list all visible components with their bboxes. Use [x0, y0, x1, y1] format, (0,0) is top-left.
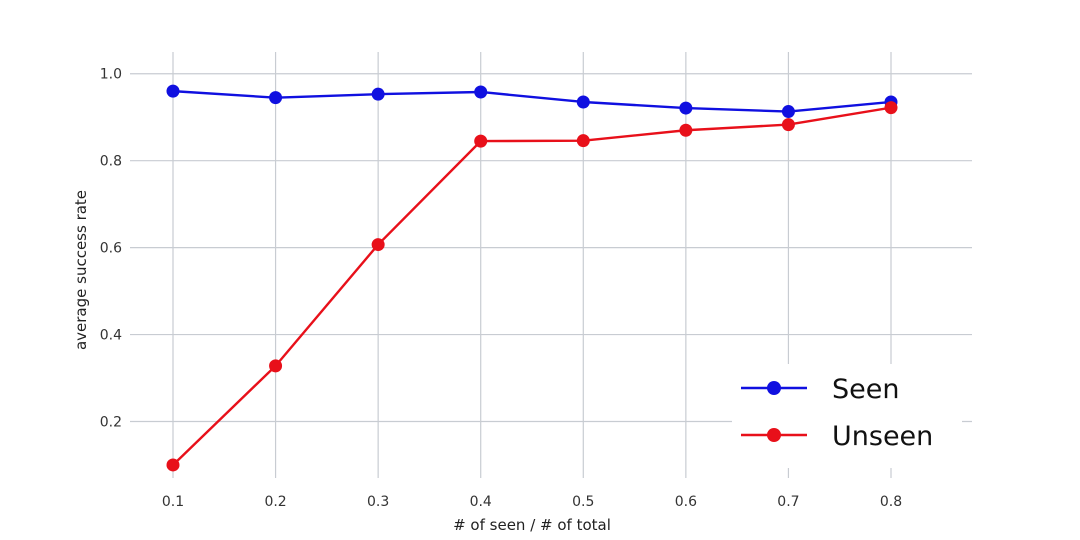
- data-point-unseen: [576, 134, 590, 148]
- x-axis-title: # of seen / # of total: [453, 516, 611, 534]
- series-line-unseen: [172, 106, 892, 466]
- x-tick-label: 0.8: [880, 494, 902, 510]
- y-tick-label: 1.0: [100, 67, 122, 83]
- y-tick-label: 0.8: [100, 154, 122, 170]
- data-point-seen: [371, 87, 385, 101]
- y-tick-label: 0.4: [100, 328, 122, 344]
- legend-swatch-marker: [767, 428, 781, 442]
- x-tick-label: 0.7: [777, 494, 799, 510]
- data-point-seen: [166, 84, 180, 98]
- data-point-seen: [781, 105, 795, 119]
- legend-label: Unseen: [832, 421, 933, 452]
- data-point-unseen: [781, 118, 795, 132]
- data-point-seen: [474, 85, 488, 99]
- data-point-seen: [576, 95, 590, 109]
- data-point-seen: [679, 101, 693, 115]
- legend-label: Seen: [832, 374, 899, 405]
- x-tick-label: 0.2: [264, 494, 286, 510]
- y-tick-label: 0.6: [100, 241, 122, 257]
- legend-swatch-marker: [767, 381, 781, 395]
- series-seen: [166, 84, 898, 119]
- y-tick-label: 0.2: [100, 414, 122, 430]
- legend-item-seen: Seen: [741, 374, 899, 405]
- series-line-seen: [172, 89, 892, 113]
- data-point-unseen: [884, 101, 898, 115]
- legend-background: [732, 364, 962, 468]
- x-tick-label: 0.1: [162, 494, 184, 510]
- data-point-unseen: [166, 458, 180, 472]
- data-point-seen: [269, 91, 283, 105]
- legend-item-unseen: Unseen: [741, 421, 933, 452]
- x-tick-label: 0.3: [367, 494, 389, 510]
- data-point-unseen: [371, 238, 385, 252]
- data-point-unseen: [269, 359, 283, 373]
- x-tick-label: 0.4: [470, 494, 492, 510]
- series-unseen: [166, 101, 898, 472]
- y-axis-title: average success rate: [72, 190, 90, 350]
- legend: Seen Unseen: [732, 364, 962, 468]
- y-axis-ticks: 0.2 0.4 0.6 0.8 1.0: [100, 67, 122, 431]
- x-tick-label: 0.6: [675, 494, 697, 510]
- data-point-unseen: [474, 134, 488, 148]
- series-layer: [166, 84, 898, 472]
- x-axis-ticks: 0.1 0.2 0.3 0.4 0.5 0.6 0.7 0.8: [162, 494, 902, 510]
- grid: [130, 52, 972, 478]
- data-point-unseen: [679, 123, 693, 137]
- x-tick-label: 0.5: [572, 494, 594, 510]
